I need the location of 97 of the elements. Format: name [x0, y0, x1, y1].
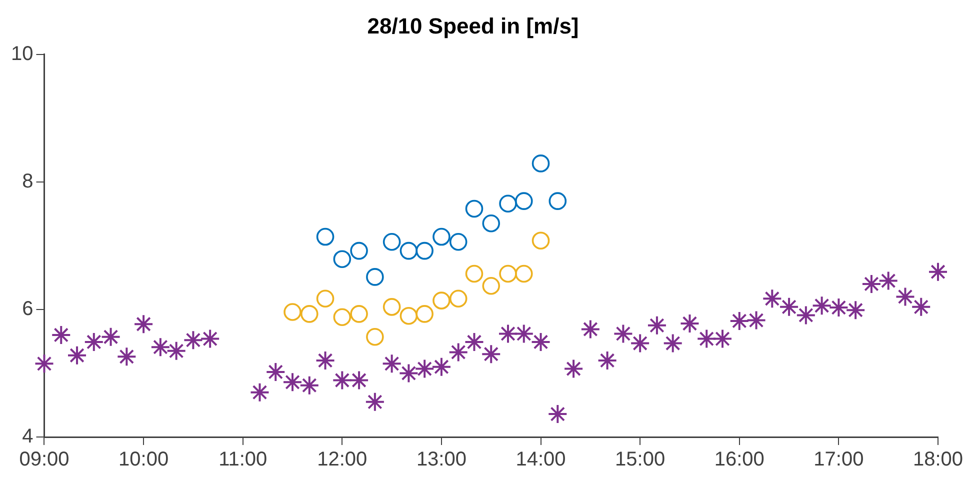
- point: [597, 350, 618, 370]
- point: [828, 298, 849, 318]
- point: [84, 332, 104, 352]
- point: [282, 372, 303, 392]
- point: [183, 330, 204, 350]
- point: [746, 310, 766, 330]
- x-tick-label: 15:00: [615, 448, 666, 471]
- point: [530, 332, 551, 352]
- y-tick-label: 10: [10, 42, 34, 65]
- point: [846, 300, 866, 320]
- point: [482, 276, 500, 295]
- point: [499, 264, 517, 283]
- point: [134, 314, 154, 334]
- point: [779, 296, 800, 317]
- point: [564, 358, 584, 379]
- point: [382, 298, 401, 316]
- point: [928, 262, 948, 282]
- point: [662, 333, 683, 354]
- point: [316, 290, 334, 308]
- point: [514, 324, 534, 344]
- point: [350, 305, 368, 323]
- point: [861, 274, 882, 294]
- point: [398, 363, 419, 384]
- point: [116, 346, 137, 367]
- point: [332, 370, 352, 390]
- x-tick-label: 18:00: [912, 448, 964, 471]
- point: [680, 313, 700, 334]
- point: [878, 270, 898, 291]
- y-tick-label: 4: [22, 426, 34, 448]
- point: [532, 154, 550, 172]
- point: [400, 306, 418, 325]
- point: [366, 268, 384, 286]
- point: [465, 200, 484, 218]
- point: [514, 264, 533, 283]
- point: [514, 192, 533, 210]
- point: [911, 296, 932, 317]
- point: [548, 404, 568, 424]
- point: [895, 286, 916, 307]
- point: [284, 303, 302, 321]
- point: [366, 328, 384, 346]
- point: [67, 345, 88, 366]
- point: [580, 319, 600, 340]
- point: [449, 232, 468, 251]
- point: [548, 192, 567, 210]
- point: [812, 296, 832, 316]
- y-tick-label: 8: [22, 170, 34, 192]
- point: [299, 375, 320, 396]
- point: [382, 232, 401, 251]
- point: [350, 242, 368, 260]
- point: [349, 370, 370, 390]
- point: [100, 326, 121, 347]
- x-tick-label: 14:00: [516, 448, 566, 471]
- chart-title: 28/10 Speed in [m/s]: [367, 13, 579, 38]
- point: [431, 356, 452, 377]
- point: [432, 228, 450, 246]
- point: [499, 194, 517, 213]
- point: [465, 264, 484, 283]
- point: [150, 337, 170, 358]
- point: [646, 315, 667, 336]
- point: [300, 305, 318, 323]
- point: [449, 290, 468, 308]
- point: [315, 350, 336, 370]
- point: [364, 392, 385, 412]
- point: [481, 344, 502, 364]
- point: [532, 232, 550, 250]
- point: [482, 214, 500, 232]
- point: [448, 342, 468, 362]
- point: [414, 358, 435, 379]
- point: [166, 340, 186, 361]
- x-tick-label: 11:00: [218, 448, 268, 471]
- point: [712, 328, 733, 349]
- x-tick-label: 13:00: [416, 448, 466, 471]
- point: [416, 242, 434, 260]
- point: [316, 228, 334, 246]
- point: [630, 333, 650, 354]
- x-tick-label: 09:00: [19, 448, 70, 471]
- point: [250, 382, 270, 402]
- x-tick-label: 16:00: [714, 448, 764, 471]
- x-tick-label: 17:00: [814, 448, 864, 471]
- point: [613, 324, 634, 344]
- point: [432, 292, 450, 310]
- point: [333, 308, 352, 326]
- point: [382, 354, 402, 374]
- y-tick-label: 6: [22, 298, 34, 320]
- point: [796, 305, 816, 326]
- point: [266, 362, 286, 382]
- point: [762, 288, 782, 309]
- point: [400, 242, 418, 260]
- point: [333, 250, 352, 268]
- point: [464, 332, 484, 352]
- point: [51, 324, 72, 345]
- point: [416, 305, 434, 323]
- point: [34, 354, 54, 374]
- point: [200, 328, 220, 349]
- point: [729, 310, 750, 331]
- x-tick-label: 12:00: [317, 448, 368, 471]
- x-tick-label: 10:00: [118, 448, 169, 471]
